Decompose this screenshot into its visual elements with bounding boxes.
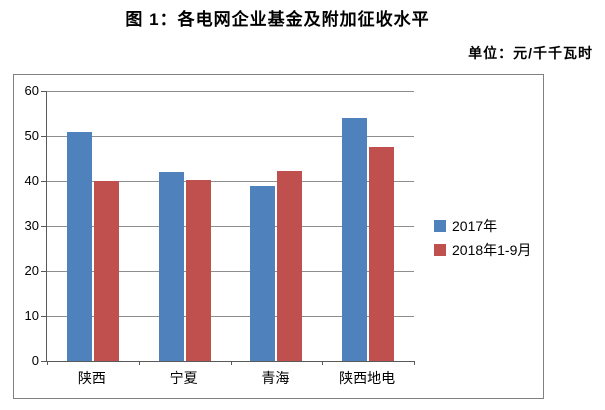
category-label: 青海 <box>261 370 290 386</box>
y-axis-tick-label: 40 <box>24 173 39 188</box>
bar <box>159 172 184 361</box>
legend-swatch <box>434 220 446 232</box>
x-axis-tick <box>47 361 48 365</box>
y-axis-tick <box>41 136 46 137</box>
y-axis-tick-label: 20 <box>24 263 39 278</box>
y-axis-tick <box>41 181 46 182</box>
legend-label: 2017年 <box>452 218 498 234</box>
bar <box>342 118 367 361</box>
y-axis-tick <box>41 316 46 317</box>
y-axis-tick <box>41 226 46 227</box>
bar <box>277 171 302 361</box>
bar <box>94 181 119 361</box>
bar <box>250 186 275 361</box>
gridline <box>47 316 414 317</box>
gridline <box>47 91 414 92</box>
gridline <box>47 181 414 182</box>
bar <box>67 132 92 361</box>
legend-label: 2018年1-9月 <box>452 242 532 258</box>
category-label: 宁夏 <box>169 370 198 386</box>
x-axis-tick <box>139 361 140 365</box>
x-axis-tick <box>414 361 415 365</box>
y-axis-tick-label: 50 <box>24 128 39 143</box>
legend-item: 2017年 <box>434 218 531 234</box>
y-axis-tick <box>41 91 46 92</box>
x-axis-tick <box>231 361 232 365</box>
gridline <box>47 226 414 227</box>
y-axis-tick-label: 30 <box>24 218 39 233</box>
category-label: 陕西 <box>77 370 106 386</box>
y-axis-tick <box>41 361 46 362</box>
unit-label: 单位：元/千千瓦时 <box>468 45 593 61</box>
x-axis-tick <box>322 361 323 365</box>
y-axis-tick-label: 10 <box>24 308 39 323</box>
y-axis-tick-label: 60 <box>24 83 39 98</box>
chart-title: 图 1：各电网企业基金及附加征收水平 <box>125 10 430 29</box>
bar <box>369 147 394 361</box>
gridline <box>47 136 414 137</box>
y-axis-tick-label: 0 <box>31 353 39 368</box>
plot-area <box>41 91 415 365</box>
bar <box>186 180 211 361</box>
x-axis-labels: 陕西 宁夏 青海 陕西地电 <box>46 368 413 388</box>
legend-swatch <box>434 244 446 256</box>
y-axis-tick <box>41 271 46 272</box>
legend-item: 2018年1-9月 <box>434 242 531 258</box>
gridline <box>47 271 414 272</box>
legend: 2017年 2018年1-9月 <box>434 218 531 258</box>
chart-container: 陕西 宁夏 青海 陕西地电 2017年 2018年1-9月 0 10 20 30 40 50 60 <box>13 74 544 399</box>
category-label: 陕西地电 <box>339 370 396 386</box>
